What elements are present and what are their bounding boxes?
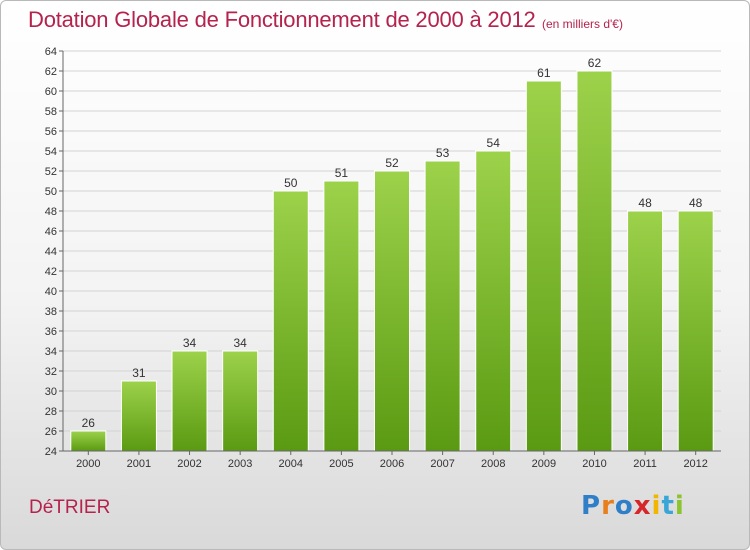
x-tick-label: 2000 [76,458,100,470]
y-tick-label: 60 [45,86,57,98]
x-tick-label: 2003 [228,458,252,470]
data-label: 26 [82,416,96,430]
bar [120,380,157,452]
data-label: 51 [335,166,349,180]
logo-letter: P [581,491,602,521]
data-label: 31 [132,366,146,380]
logo-letter: i [651,491,662,521]
data-label: 48 [689,196,703,210]
bar [576,70,613,452]
data-label: 62 [588,56,602,70]
chart-title: Dotation Globale de Fonctionnement de 20… [28,7,536,32]
axes [59,50,721,455]
bar [424,160,461,452]
y-tick-label: 36 [45,326,57,338]
city-name: DéTRIER [29,497,111,518]
y-tick-label: 40 [45,286,57,298]
bar [525,80,562,452]
y-tick-label: 54 [45,146,57,158]
data-label: 34 [183,336,197,350]
y-tick-label: 48 [45,206,57,218]
y-tick-label: 62 [45,66,57,78]
data-label: 34 [233,336,247,350]
bar [475,150,512,452]
data-label: 52 [385,156,399,170]
x-tick-label: 2008 [481,458,505,470]
y-tick-label: 58 [45,106,57,118]
bar [374,170,410,452]
bar [222,350,259,452]
y-tick-label: 64 [45,46,57,58]
x-tick-label: 2011 [633,458,657,470]
x-tick-label: 2012 [683,458,707,470]
bar [171,350,208,452]
y-tick-label: 32 [45,366,57,378]
logo-letter: o [614,491,634,521]
y-tick-label: 38 [45,306,57,318]
logo-letter: r [601,491,615,521]
data-label: 53 [436,146,450,160]
x-tick-label: 2010 [582,458,606,470]
data-label: 54 [487,136,501,150]
y-tick-label: 50 [45,186,57,198]
bar [323,180,360,452]
bar [272,190,309,452]
logo-letter: i [674,491,685,521]
y-tick-label: 26 [45,426,57,438]
x-tick-label: 2005 [329,458,353,470]
y-tick-label: 52 [45,166,57,178]
data-label: 48 [638,196,652,210]
y-tick-label: 28 [45,406,57,418]
data-label: 61 [537,66,551,80]
y-tick-label: 46 [45,226,57,238]
x-tick-label: 2004 [279,458,303,470]
y-tick-label: 42 [45,266,57,278]
x-tick-label: 2007 [430,458,454,470]
y-tick-label: 24 [45,446,57,458]
x-tick-label: 2009 [532,458,556,470]
bar [70,430,107,452]
x-tick-label: 2006 [380,458,404,470]
y-tick-label: 34 [45,346,57,358]
x-tick-label: 2001 [127,458,151,470]
x-tick-label: 2002 [177,458,201,470]
data-label: 50 [284,176,298,190]
proxiti-logo[interactable]: Proxiti [581,491,685,521]
logo-letter: t [661,491,675,521]
bars [70,70,714,452]
y-tick-label: 56 [45,126,57,138]
logo-letter: x [633,491,652,521]
bar [627,210,664,452]
y-tick-label: 30 [45,386,57,398]
bar [677,210,714,452]
y-tick-label: 44 [45,246,57,258]
chart-units: (en milliers d'€) [542,17,623,31]
labels: 24 26 28 30 32 34 36 38 40 42 44 46 48 50 52 54 56 58 60 62… [45,46,708,470]
